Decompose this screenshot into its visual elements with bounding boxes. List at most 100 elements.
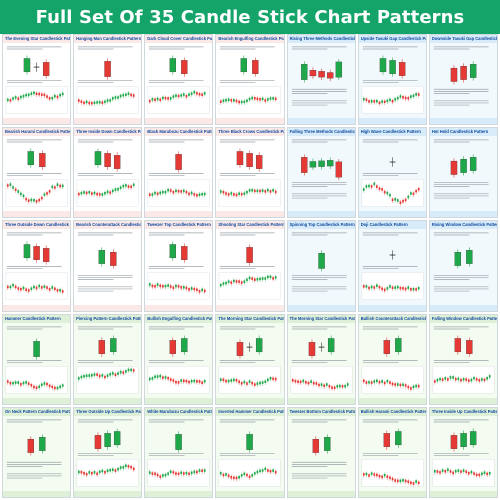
pattern-card-body (145, 323, 212, 398)
candle-bear (398, 59, 406, 79)
pattern-card-body (288, 43, 355, 118)
pattern-card-footer (74, 490, 142, 497)
pattern-card: White Marubozu Candlestick Patterns (144, 406, 214, 498)
candle-bear (308, 338, 315, 359)
pattern-card-body (145, 136, 212, 211)
pattern-description (6, 419, 62, 423)
pattern-illustration (361, 232, 424, 300)
pattern-description (291, 419, 347, 423)
price-chart (361, 458, 424, 487)
pattern-card-footer (287, 211, 355, 218)
pattern-card: Bullish Engulfing Candlestick Pattern (144, 313, 214, 405)
pattern-note (291, 182, 347, 188)
pattern-card-title: Bullish Harami Candlestick Patterns (358, 407, 426, 416)
pattern-note (220, 173, 275, 177)
candle-bear (335, 159, 342, 181)
candle-bull (317, 158, 325, 170)
pattern-illustration (361, 139, 424, 207)
candle-bear (309, 67, 316, 79)
candle-bear (110, 249, 117, 269)
pattern-note (6, 461, 62, 467)
candle-bear (181, 57, 188, 77)
price-chart (147, 272, 210, 300)
candle-bear (450, 432, 458, 452)
pattern-card-title: Doji Candlestick Pattern (358, 221, 426, 230)
price-chart (147, 179, 210, 207)
pattern-note (77, 453, 133, 456)
pattern-note (149, 173, 204, 177)
pattern-note (291, 275, 347, 281)
candle-bear (300, 154, 308, 176)
pattern-card: Hanging Man Candlestick Pattern (73, 34, 143, 126)
pattern-note (291, 286, 347, 292)
pattern-card-footer (358, 397, 426, 404)
candle-bear (383, 337, 390, 357)
candle-bull (469, 428, 477, 448)
candle-bear (237, 338, 244, 359)
pattern-card-body (359, 43, 426, 118)
pattern-card-footer (358, 211, 426, 218)
pattern-card-body (216, 416, 283, 491)
pattern-description (220, 419, 275, 423)
pattern-card-footer (3, 304, 71, 311)
candle-bull (317, 250, 325, 272)
candle-bull (27, 148, 35, 169)
pattern-note (433, 453, 489, 456)
pattern-description (433, 139, 489, 143)
pattern-card-footer (358, 118, 426, 125)
pattern-card-title: The Morning Star Candlestick Pattern (216, 314, 284, 323)
price-chart (5, 272, 68, 300)
pattern-card-footer (3, 490, 71, 497)
price-chart (361, 365, 424, 394)
candle-bull (23, 241, 31, 262)
candle-bull (394, 335, 402, 355)
pattern-card-footer (216, 304, 284, 311)
candle-bull (335, 59, 342, 81)
pattern-description (291, 46, 347, 50)
pattern-note (433, 100, 489, 106)
pattern-illustration (147, 419, 210, 487)
pattern-card: The Morning Star Candlestick Pattern (215, 313, 285, 405)
pattern-note (291, 193, 347, 199)
pattern-card-footer (145, 397, 213, 404)
pattern-illustration (433, 232, 489, 292)
pattern-card-title: Downside Tasuki Gap Candlestick Pattern (429, 35, 497, 43)
pattern-card-body (216, 229, 283, 304)
pattern-note (6, 266, 62, 270)
pattern-illustration (6, 419, 62, 479)
candle-bull (454, 249, 461, 269)
pattern-card: Tweezer Bottom Candlestick Patterns (286, 406, 356, 498)
candle-bull (379, 55, 386, 75)
pattern-card-footer (216, 397, 284, 404)
candle-bull (169, 55, 177, 75)
pattern-card-body (145, 416, 212, 491)
pattern-card: Downside Tasuki Gap Candlestick Pattern (428, 34, 498, 126)
pattern-card: High Wave Candlestick Pattern (357, 127, 427, 219)
pattern-card-title: Three Inside Down Candlestick Pattern (74, 128, 142, 137)
pattern-card-body (430, 416, 497, 491)
candle-bull (323, 434, 331, 454)
pattern-card-body (430, 323, 497, 398)
pattern-card-body (216, 43, 283, 118)
pattern-note (291, 359, 347, 363)
pattern-card-body (74, 229, 141, 304)
pattern-note (433, 275, 489, 281)
pattern-illustration (361, 326, 424, 394)
price-chart (5, 179, 68, 207)
pattern-card-footer (287, 304, 355, 311)
pattern-card: Rising Window Candlestick Pattern (428, 220, 498, 312)
pattern-illustration (147, 46, 210, 114)
pattern-description (433, 232, 489, 236)
candle-bear (317, 68, 325, 81)
pattern-card: Three Inside Down Candlestick Pattern (73, 127, 143, 219)
candle-bull (39, 434, 46, 454)
pattern-description (433, 46, 489, 50)
candle-bear (104, 58, 111, 80)
candle-bear (450, 65, 458, 85)
candle-bear (175, 151, 183, 173)
candle-doji (389, 250, 396, 261)
pattern-illustration (291, 139, 347, 199)
pattern-description (6, 46, 62, 50)
pattern-illustration (290, 326, 353, 394)
pattern-card-body (74, 43, 141, 118)
